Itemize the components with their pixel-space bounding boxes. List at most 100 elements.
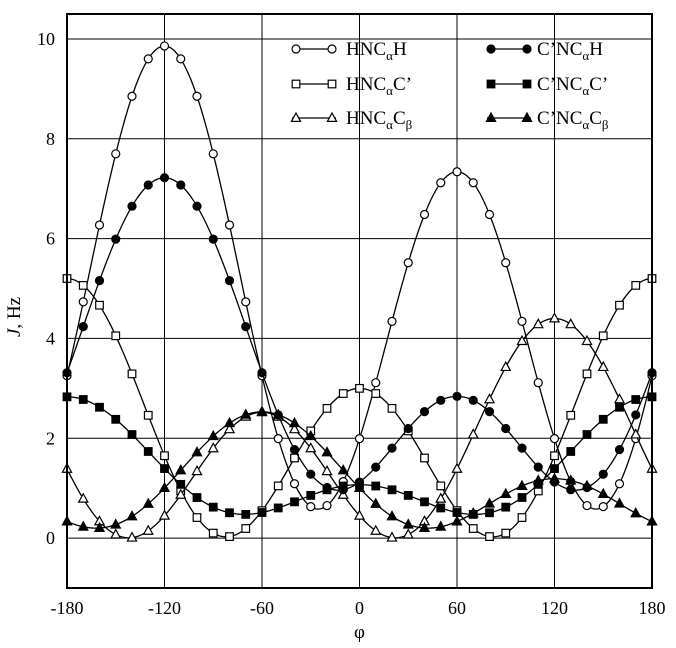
data-point — [550, 451, 559, 461]
data-point — [241, 321, 251, 332]
data-point — [613, 497, 626, 508]
data-point — [581, 334, 593, 346]
data-point — [176, 479, 186, 489]
data-point — [597, 360, 609, 372]
data-point — [370, 497, 382, 508]
y-tick-label: 6 — [46, 229, 55, 249]
series-circle-filled — [62, 173, 657, 495]
data-point — [436, 503, 446, 513]
data-point — [223, 416, 236, 428]
legend-marker-left — [290, 111, 302, 123]
data-point — [550, 464, 559, 473]
data-point — [483, 393, 496, 404]
data-point — [597, 487, 609, 499]
data-point — [241, 524, 251, 533]
data-point — [273, 481, 283, 491]
data-point — [224, 220, 235, 230]
data-point — [484, 209, 495, 220]
data-point — [565, 474, 577, 485]
data-point — [467, 507, 479, 518]
data-point — [566, 410, 576, 420]
data-point — [78, 321, 88, 332]
data-point — [142, 524, 154, 535]
data-point — [452, 167, 462, 177]
data-point — [240, 408, 252, 419]
data-point — [468, 395, 478, 405]
y-tick-label: 8 — [46, 129, 55, 149]
data-point — [501, 502, 511, 512]
data-point — [501, 258, 511, 268]
data-point — [192, 91, 202, 101]
y-axis-label: J, Hz — [4, 297, 25, 337]
legend-item: C’NCαH — [486, 39, 603, 63]
data-point — [208, 149, 218, 159]
data-point — [614, 479, 625, 489]
data-point — [467, 428, 479, 439]
data-point — [127, 369, 137, 379]
data-point — [598, 469, 608, 479]
data-point — [78, 395, 88, 404]
data-point — [290, 497, 299, 507]
data-point — [517, 493, 527, 502]
legend-marker-right — [326, 111, 338, 123]
data-point — [387, 443, 397, 453]
data-point — [516, 479, 528, 490]
data-point — [582, 369, 592, 379]
y-tick-label: 10 — [37, 29, 55, 49]
data-point — [403, 490, 413, 500]
grid-lines — [66, 14, 653, 588]
legend-marker-left — [486, 44, 496, 54]
data-point — [256, 405, 268, 416]
legend-item: HNCαC’ — [291, 74, 412, 98]
data-point — [386, 510, 398, 521]
data-point — [338, 481, 348, 491]
data-point — [598, 414, 608, 424]
legend: HNCαH HNCαC’ HNCαCβ C’NCαH C’NCαC’ C’NCαCβ — [290, 39, 609, 132]
y-axis-label-unit: , Hz — [4, 297, 25, 329]
data-point — [111, 414, 121, 424]
legend-label: HNCαC’ — [346, 74, 412, 98]
data-point — [159, 173, 170, 183]
x-tick-label: -180 — [51, 598, 84, 618]
x-tick-label: 60 — [448, 598, 466, 618]
data-point — [142, 497, 154, 508]
data-point — [436, 178, 446, 188]
y-tick-label: 2 — [46, 428, 55, 448]
data-point — [111, 149, 121, 159]
data-point — [322, 500, 332, 511]
data-point — [532, 318, 544, 329]
data-point — [485, 508, 494, 518]
data-point — [402, 528, 414, 539]
data-point — [436, 395, 446, 405]
data-point — [225, 508, 234, 518]
data-point — [630, 507, 642, 518]
data-point — [338, 389, 348, 398]
legend-marker-right — [327, 79, 337, 89]
data-point — [158, 509, 171, 520]
plot-frame — [66, 13, 653, 589]
x-tick-label: -120 — [148, 598, 181, 618]
data-point — [241, 509, 251, 519]
data-point — [111, 234, 121, 244]
data-point — [353, 509, 366, 520]
data-point — [95, 300, 104, 310]
data-point — [290, 453, 299, 463]
data-point — [485, 532, 494, 542]
data-point — [306, 490, 316, 500]
data-point — [306, 469, 316, 479]
data-point — [484, 407, 495, 417]
y-axis-ticks: 0 2 4 6 8 10 — [37, 29, 55, 548]
data-point — [516, 334, 528, 346]
data-point — [289, 479, 300, 489]
data-point — [532, 474, 544, 485]
legend-marker-right — [522, 79, 532, 89]
x-tick-label: 0 — [355, 598, 364, 618]
data-point — [175, 464, 187, 475]
data-point — [435, 520, 447, 531]
data-point — [420, 453, 429, 463]
data-point — [517, 443, 527, 453]
y-tick-label: 4 — [46, 328, 55, 348]
data-point — [160, 451, 169, 461]
data-point — [207, 442, 219, 453]
data-point — [322, 403, 332, 413]
